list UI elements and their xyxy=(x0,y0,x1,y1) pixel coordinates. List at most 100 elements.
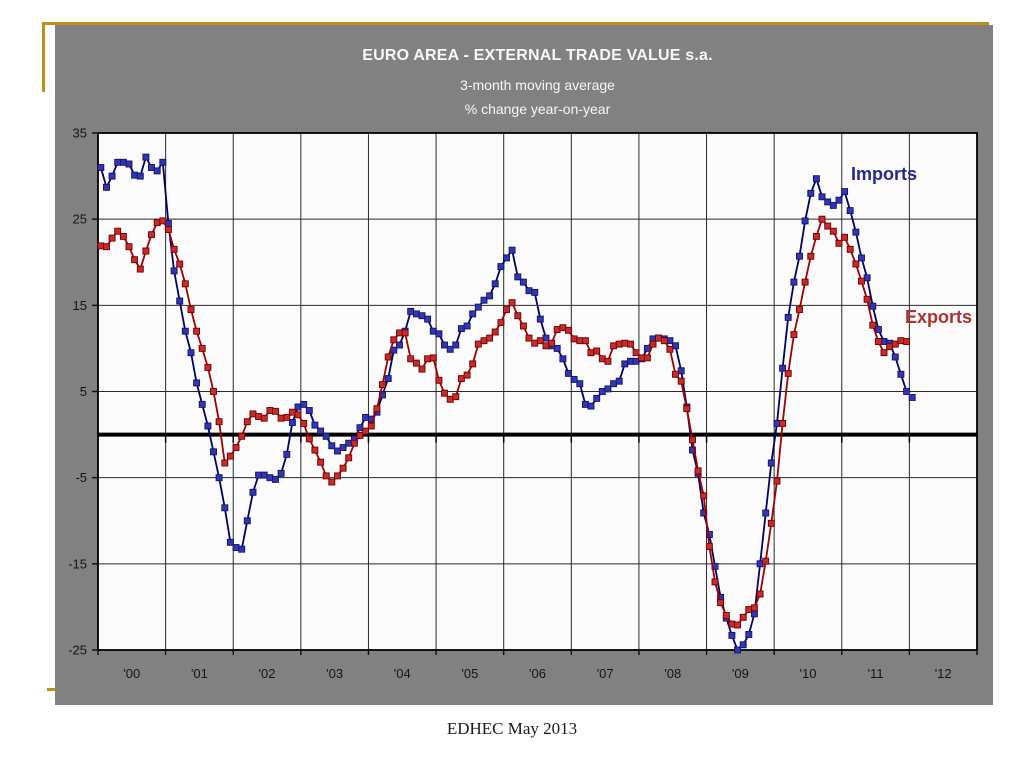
exports-marker xyxy=(159,217,167,225)
imports-marker xyxy=(480,296,488,304)
exports-marker xyxy=(615,340,623,348)
imports-marker xyxy=(170,267,178,275)
y-axis-tick-label: 5 xyxy=(80,384,87,399)
exports-marker xyxy=(553,326,561,333)
exports-marker xyxy=(846,245,854,253)
exports-marker xyxy=(232,444,240,451)
exports-marker xyxy=(722,612,730,619)
imports-marker xyxy=(187,349,195,357)
imports-marker xyxy=(852,228,860,236)
imports-marker xyxy=(784,313,792,321)
imports-marker xyxy=(525,287,533,295)
exports-marker xyxy=(424,355,432,363)
imports-marker xyxy=(198,400,206,408)
imports-marker xyxy=(536,315,544,323)
gold-accent-left-line xyxy=(42,22,45,92)
series-label-imports: Imports xyxy=(851,164,918,184)
imports-marker xyxy=(835,196,843,204)
exports-marker xyxy=(587,349,595,357)
exports-marker xyxy=(694,467,702,475)
imports-marker xyxy=(142,153,150,161)
imports-marker xyxy=(176,297,184,305)
footer-text: EDHEC May 2013 xyxy=(446,719,578,738)
imports-marker xyxy=(396,341,403,349)
imports-marker xyxy=(193,379,201,387)
imports-marker xyxy=(384,375,392,383)
exports-marker xyxy=(305,435,313,443)
imports-marker xyxy=(339,444,347,451)
exports-marker xyxy=(565,326,572,334)
exports-marker xyxy=(858,277,865,285)
exports-marker xyxy=(249,410,257,418)
imports-marker xyxy=(305,407,313,414)
exports-marker xyxy=(824,222,832,230)
imports-marker xyxy=(345,439,353,447)
y-axis-tick-label: 15 xyxy=(73,298,87,313)
exports-marker xyxy=(677,377,685,385)
exports-marker xyxy=(390,336,398,344)
imports-marker xyxy=(429,327,437,335)
imports-marker xyxy=(474,303,482,311)
exports-marker xyxy=(717,599,725,607)
imports-marker xyxy=(238,545,246,553)
exports-marker xyxy=(570,335,578,343)
x-axis-tick-label: '09 xyxy=(732,666,749,681)
y-axis-tick-label: -15 xyxy=(68,556,87,571)
exports-marker xyxy=(784,369,792,377)
exports-marker xyxy=(457,375,465,383)
exports-marker xyxy=(559,324,567,332)
exports-marker xyxy=(119,232,127,240)
exports-marker xyxy=(367,422,375,430)
exports-marker xyxy=(226,452,234,460)
imports-marker xyxy=(441,341,448,349)
exports-marker xyxy=(801,278,809,286)
imports-marker xyxy=(756,560,764,568)
exports-marker xyxy=(497,319,505,327)
exports-marker xyxy=(176,260,184,268)
imports-marker xyxy=(119,158,127,166)
x-axis-tick-label: '12 xyxy=(935,666,952,681)
imports-marker xyxy=(486,292,494,300)
exports-marker xyxy=(812,232,820,240)
exports-marker xyxy=(508,299,516,307)
exports-marker xyxy=(187,306,195,314)
exports-marker xyxy=(181,280,189,288)
exports-marker xyxy=(779,419,787,427)
imports-marker xyxy=(903,388,911,395)
exports-marker xyxy=(260,414,268,422)
y-axis-tick-label: 25 xyxy=(73,212,87,227)
imports-marker xyxy=(705,531,713,538)
imports-marker xyxy=(114,158,122,166)
imports-marker xyxy=(728,631,736,639)
imports-marker xyxy=(446,345,454,353)
imports-marker xyxy=(356,424,364,432)
imports-marker xyxy=(672,342,679,350)
exports-marker xyxy=(598,355,606,363)
imports-marker xyxy=(615,377,623,385)
exports-marker xyxy=(401,329,409,337)
imports-marker xyxy=(553,344,561,352)
exports-marker xyxy=(874,338,882,345)
exports-marker xyxy=(643,354,651,362)
x-axis-tick-label: '02 xyxy=(259,666,276,681)
imports-marker xyxy=(745,631,753,638)
exports-marker xyxy=(210,388,217,395)
imports-marker xyxy=(666,337,674,345)
exports-marker xyxy=(339,464,347,472)
exports-marker xyxy=(288,408,296,416)
x-axis-tick-label: '04 xyxy=(394,666,411,681)
gold-accent-top-line xyxy=(42,22,989,25)
imports-marker xyxy=(514,273,522,281)
imports-marker xyxy=(221,504,229,512)
exports-marker xyxy=(491,328,499,336)
exports-marker xyxy=(356,431,364,439)
exports-marker xyxy=(396,329,403,337)
imports-marker xyxy=(424,315,432,323)
imports-marker xyxy=(846,207,854,215)
exports-marker xyxy=(142,247,150,255)
exports-marker xyxy=(835,239,843,247)
exports-marker xyxy=(294,411,302,419)
imports-marker xyxy=(587,402,595,410)
imports-marker xyxy=(463,322,471,330)
